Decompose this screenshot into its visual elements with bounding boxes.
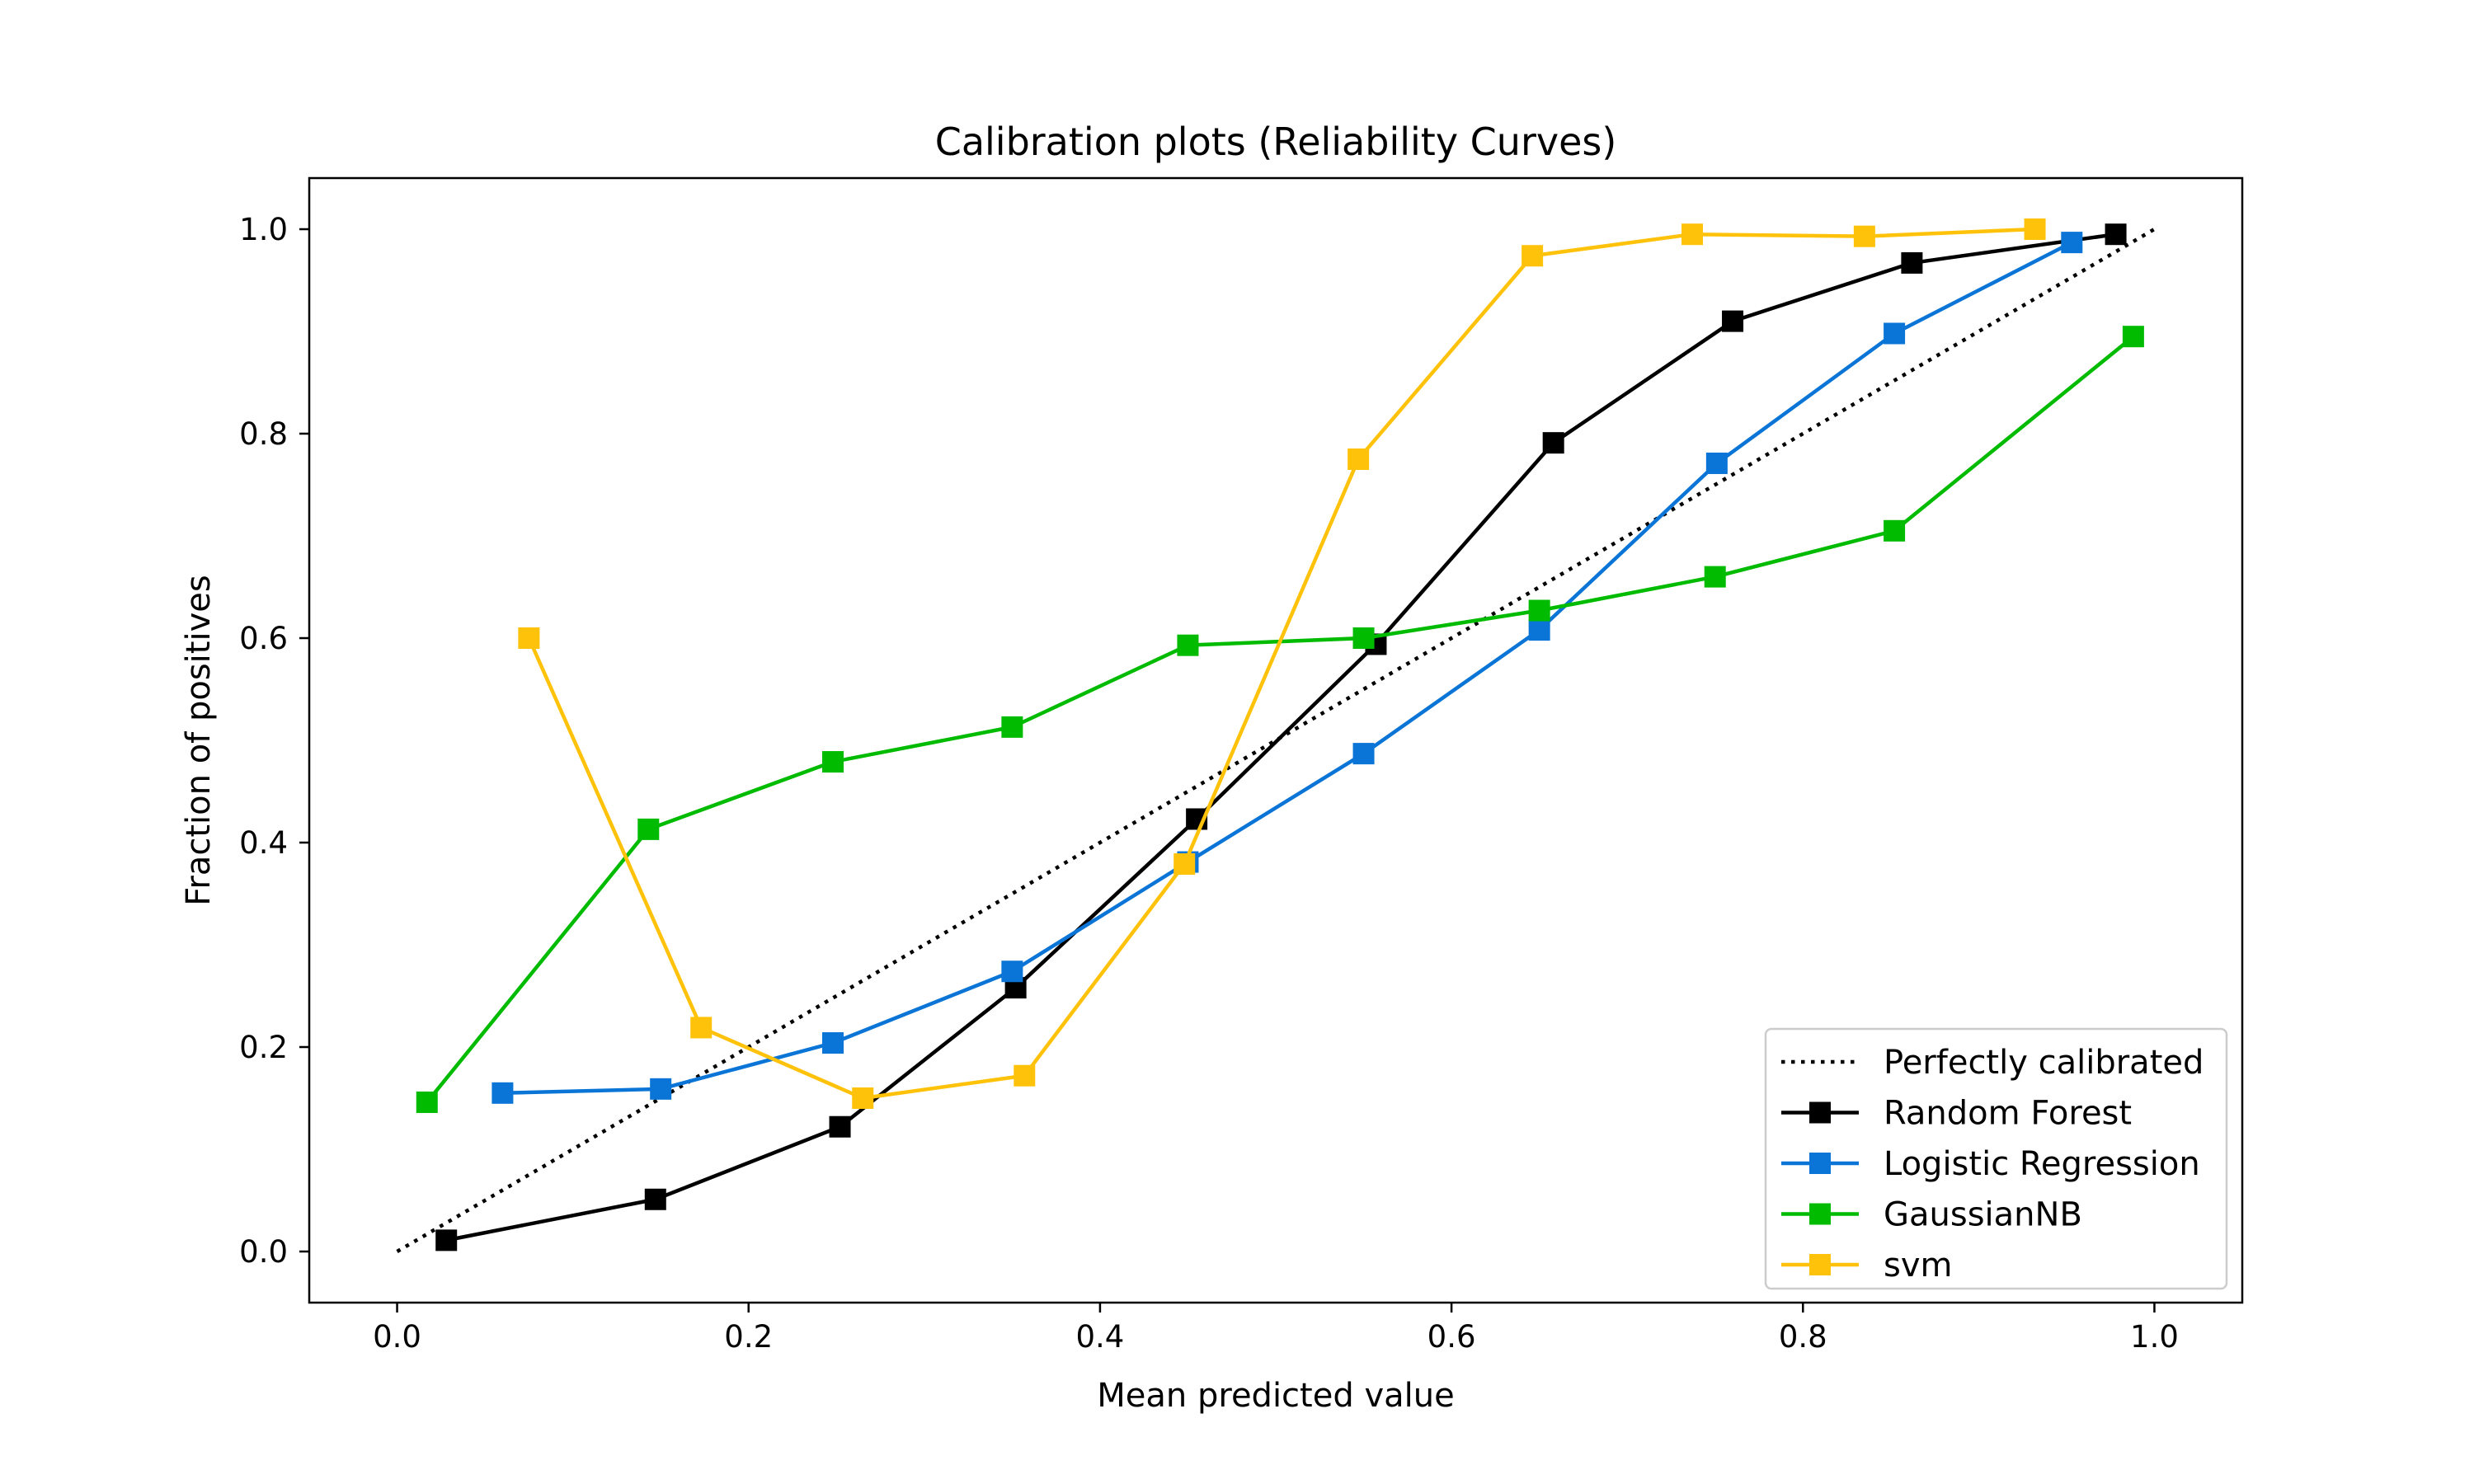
legend-item-random-forest: Random Forest — [1781, 1095, 2132, 1133]
series-svm — [518, 218, 2046, 1109]
data-point-svm — [1681, 223, 1704, 246]
legend-frame — [1764, 1027, 2228, 1290]
data-point-gaussiannb — [1177, 634, 1199, 656]
legend-marker-gaussiannb — [1809, 1203, 1831, 1225]
data-point-logistic-regression — [1352, 743, 1375, 765]
data-point-logistic-regression — [2061, 232, 2083, 254]
data-point-svm — [690, 1017, 713, 1039]
data-point-svm — [852, 1087, 874, 1109]
x-tick-label: 0.0 — [373, 1319, 421, 1355]
data-point-random-forest — [1722, 310, 1744, 332]
series-line-random-forest — [445, 232, 2116, 1242]
x-tick-label: 1.0 — [2130, 1319, 2179, 1355]
data-point-gaussiannb — [1884, 519, 1906, 542]
series-gaussiannb — [416, 326, 2144, 1113]
data-point-gaussiannb — [822, 751, 844, 773]
data-point-gaussiannb — [1001, 716, 1023, 738]
data-point-logistic-regression — [650, 1078, 672, 1100]
data-point-gaussiannb — [1352, 627, 1375, 649]
data-point-svm — [1014, 1064, 1036, 1087]
data-point-svm — [1348, 448, 1370, 470]
legend-marker-random-forest — [1809, 1101, 1831, 1124]
series-layer — [416, 218, 2144, 1252]
series-line-logistic-regression — [502, 241, 2073, 1096]
data-point-logistic-regression — [1705, 452, 1728, 474]
series-random-forest — [435, 223, 2127, 1252]
y-tick-label: 1.0 — [239, 212, 288, 247]
y-axis-label: Fraction of positives — [180, 575, 218, 905]
data-point-random-forest — [644, 1188, 666, 1210]
x-tick-label: 0.8 — [1779, 1319, 1827, 1355]
data-point-gaussiannb — [637, 818, 660, 840]
legend-marker-svm — [1809, 1254, 1831, 1275]
legend-marker-logistic-regression — [1809, 1153, 1831, 1174]
tick-layer: 0.0 0.2 0.4 0.6 0.8 1.0 0.0 0.2 0.4 0.6 0.8 1.0 — [239, 212, 2179, 1355]
legend-item-logistic-regression: Logistic Regression — [1781, 1145, 2200, 1183]
y-tick-label: 0.2 — [239, 1030, 288, 1065]
series-line-svm — [527, 227, 2035, 1101]
y-tick-label: 0.6 — [239, 621, 288, 656]
legend: Perfectly calibrated Random Forest Logisti… — [1764, 1027, 2228, 1290]
legend-item-gaussiannb: GaussianNB — [1781, 1196, 2082, 1234]
data-point-logistic-regression — [1001, 960, 1023, 983]
data-point-gaussiannb — [1704, 566, 1726, 588]
data-point-logistic-regression — [822, 1032, 844, 1054]
legend-label-logistic-regression: Logistic Regression — [1884, 1145, 2200, 1183]
series-line-gaussiannb — [426, 335, 2135, 1104]
data-point-svm — [1522, 245, 1544, 267]
data-point-random-forest — [1542, 432, 1564, 454]
y-tick-label: 0.8 — [239, 416, 288, 452]
data-point-svm — [518, 627, 540, 649]
legend-item-perfectly-calibrated: Perfectly calibrated — [1781, 1044, 2204, 1082]
legend-label-gaussiannb: GaussianNB — [1884, 1196, 2082, 1234]
y-tick-label: 0.4 — [239, 825, 288, 861]
data-point-gaussiannb — [416, 1091, 438, 1113]
data-point-logistic-regression — [492, 1082, 514, 1104]
data-point-gaussiannb — [1528, 599, 1550, 622]
y-tick-label: 0.0 — [239, 1234, 288, 1270]
data-point-random-forest — [829, 1115, 851, 1138]
data-point-logistic-regression — [1528, 619, 1550, 641]
legend-label-perfectly-calibrated: Perfectly calibrated — [1884, 1044, 2204, 1082]
x-tick-label: 0.2 — [724, 1319, 773, 1355]
data-point-random-forest — [2105, 223, 2127, 246]
legend-label-svm: svm — [1884, 1247, 1952, 1284]
data-point-gaussiannb — [2122, 326, 2144, 348]
data-point-svm — [1853, 225, 1875, 247]
data-point-random-forest — [1901, 251, 1923, 274]
x-tick-label: 0.6 — [1427, 1319, 1476, 1355]
data-point-svm — [1174, 853, 1196, 876]
x-axis-label: Mean predicted value — [1097, 1377, 1454, 1415]
chart-title: Calibration plots (Reliability Curves) — [935, 120, 1617, 164]
plot-area-frame — [308, 176, 2244, 1304]
data-point-logistic-regression — [1884, 322, 1906, 345]
data-point-svm — [2024, 218, 2046, 240]
data-point-random-forest — [435, 1229, 458, 1252]
legend-label-random-forest: Random Forest — [1884, 1095, 2132, 1133]
legend-item-svm: svm — [1781, 1247, 1952, 1284]
x-tick-label: 0.4 — [1075, 1319, 1124, 1355]
